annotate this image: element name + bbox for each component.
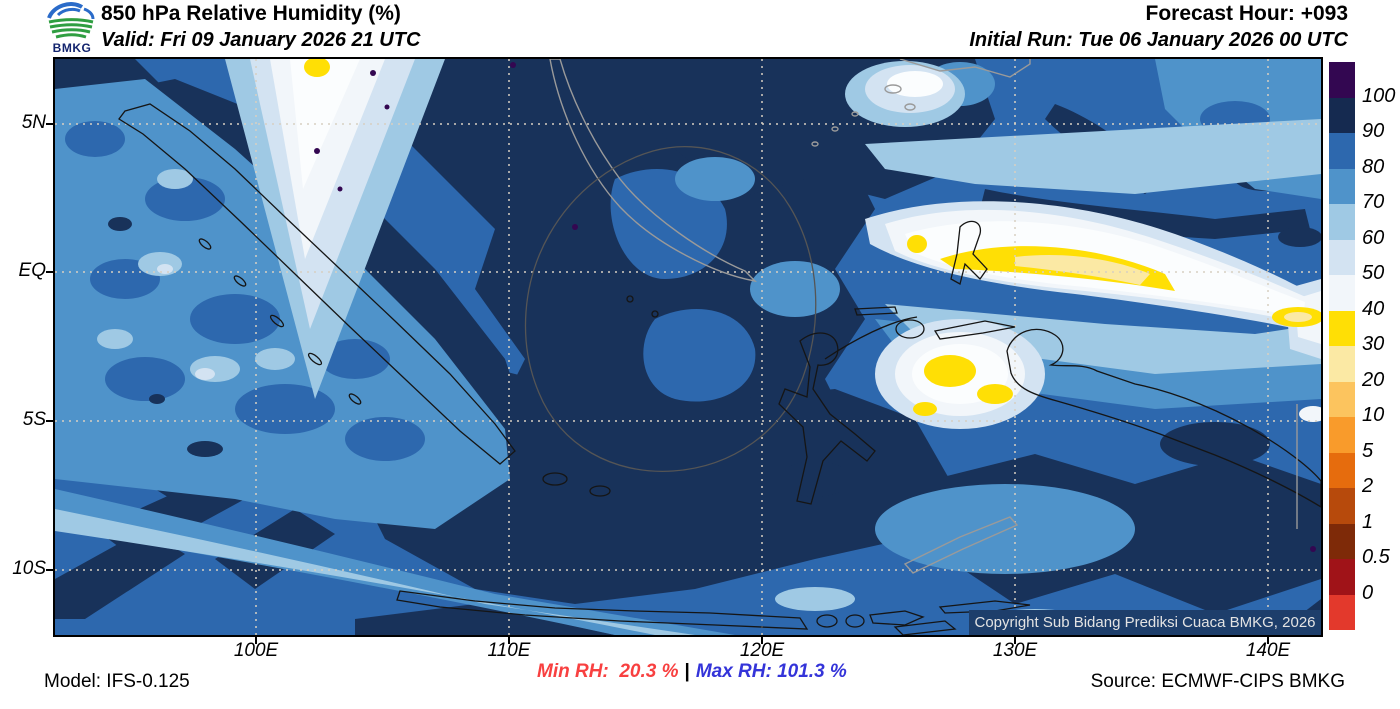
lon-tick-mark	[1267, 637, 1269, 644]
colorbar-block	[1329, 168, 1355, 204]
page-title: 850 hPa Relative Humidity (%)	[101, 2, 401, 25]
colorbar-block	[1329, 310, 1355, 346]
bmkg-logo-label: BMKG	[52, 41, 92, 55]
colorbar-tick-label: 40	[1362, 297, 1385, 320]
colorbar-tick-label: 50	[1362, 262, 1385, 284]
lon-tick-label: 110E	[487, 640, 531, 661]
colorbar-tick-label: 80	[1362, 155, 1385, 178]
humidity-contour-field	[55, 59, 1321, 635]
initial-run-label: Initial Run: Tue 06 January 2026 00 UTC	[969, 29, 1348, 51]
lon-tick-label: 120E	[739, 640, 785, 661]
bmkg-logo-icon	[47, 2, 95, 39]
model-label: Model: IFS-0.125	[44, 671, 190, 692]
colorbar	[1329, 62, 1355, 630]
lon-tick-label: 130E	[992, 640, 1038, 661]
source-label: Source: ECMWF-CIPS BMKG	[1090, 671, 1345, 692]
colorbar-block	[1329, 275, 1355, 311]
colorbar-block	[1329, 239, 1355, 275]
colorbar-tick-label: 5	[1362, 439, 1374, 462]
lon-tick-mark	[508, 637, 510, 644]
colorbar-block	[1329, 488, 1355, 524]
colorbar-tick-label: 60	[1362, 226, 1385, 249]
colorbar-block	[1329, 204, 1355, 240]
lon-tick-label: 100E	[233, 640, 279, 661]
colorbar-tick-label: 10	[1362, 404, 1385, 426]
colorbar-tick-label: 0	[1362, 581, 1374, 604]
colorbar-tick-label: 2	[1362, 475, 1374, 497]
humidity-map: Copyright Sub Bidang Prediksi Cuaca BMKG…	[53, 57, 1323, 637]
colorbar-tick-label: 30	[1362, 333, 1385, 355]
valid-time-label: Valid: Fri 09 January 2026 21 UTC	[101, 29, 421, 51]
min-max-rh: Min RH: 20.3 % | Max RH: 101.3 %	[537, 661, 847, 683]
coastlines	[118, 59, 1321, 635]
graticule	[55, 59, 1321, 635]
forecast-hour-label: Forecast Hour: +093	[1145, 2, 1349, 25]
lat-tick-mark	[46, 569, 53, 571]
min-max-separator: |	[684, 661, 690, 682]
colorbar-block	[1329, 381, 1355, 417]
min-rh-label: Min RH: 20.3 %	[537, 661, 679, 682]
lat-tick-mark	[46, 271, 53, 273]
colorbar-block	[1329, 523, 1355, 559]
lat-tick-mark	[46, 123, 53, 125]
bmkg-logo: BMKG	[44, 1, 100, 57]
lat-tick-label: 5N	[21, 112, 46, 133]
copyright-notice: Copyright Sub Bidang Prediksi Cuaca BMKG…	[969, 610, 1321, 635]
lat-tick-label: 10S	[12, 558, 46, 579]
colorbar-block	[1329, 594, 1355, 630]
lat-tick-mark	[46, 420, 53, 422]
colorbar-tick-label: 100	[1362, 84, 1396, 107]
colorbar-tick-label: 1	[1362, 510, 1374, 533]
colorbar-block	[1329, 346, 1355, 382]
lat-tick-label: 5S	[22, 409, 46, 430]
colorbar-tick-label: 20	[1362, 368, 1385, 391]
lat-tick-label: EQ	[18, 260, 46, 281]
colorbar-block	[1329, 62, 1355, 98]
colorbar-block	[1329, 133, 1355, 169]
colorbar-block	[1329, 452, 1355, 488]
lon-tick-mark	[255, 637, 257, 644]
colorbar-block	[1329, 559, 1355, 595]
max-rh-label: Max RH: 101.3 %	[695, 661, 847, 682]
colorbar-tick-label: 0.5	[1362, 546, 1390, 568]
lon-tick-label: 140E	[1245, 640, 1291, 661]
lon-tick-mark	[761, 637, 763, 644]
colorbar-tick-label: 70	[1362, 191, 1385, 213]
colorbar-block	[1329, 417, 1355, 453]
colorbar-block	[1329, 97, 1355, 133]
lon-tick-mark	[1014, 637, 1016, 644]
colorbar-tick-label: 90	[1362, 120, 1385, 142]
